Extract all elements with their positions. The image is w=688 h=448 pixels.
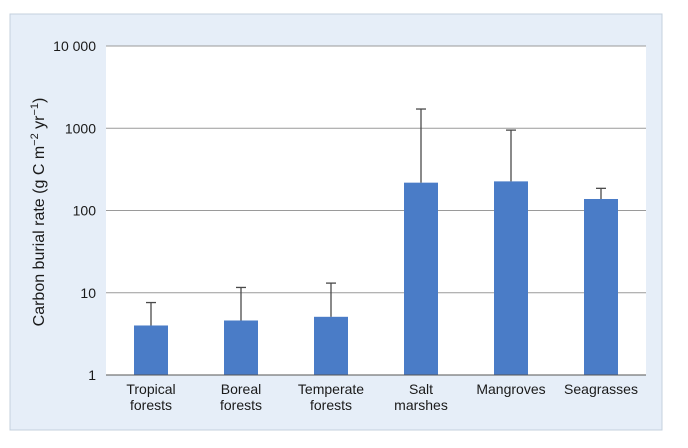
x-tick-label-line: Boreal	[221, 381, 261, 397]
bar	[134, 325, 168, 375]
error-bar	[236, 286, 246, 321]
x-tick-label-line: marshes	[394, 397, 448, 413]
y-tick-labels: 1 10 100 1000 10 000	[53, 38, 96, 383]
error-bar	[146, 301, 156, 326]
x-tick-label: Tropical forests	[126, 381, 175, 413]
x-tick-label: Seagrasses	[564, 381, 638, 397]
x-tick-label-line: Tropical	[126, 381, 175, 397]
x-tick-label: Salt marshes	[394, 381, 448, 413]
y-tick-label: 10 000	[53, 38, 96, 54]
x-tick-label-line: Temperate	[298, 381, 364, 397]
gridlines	[106, 45, 646, 294]
x-tick-label-line: forests	[220, 397, 262, 413]
error-bar	[596, 187, 606, 199]
y-tick-label: 10	[80, 285, 96, 301]
y-axis-label-exp1: −2	[29, 133, 41, 146]
x-tick-label: Temperate forests	[298, 381, 364, 413]
y-axis-label-mid: yr	[31, 115, 48, 133]
bar	[224, 320, 258, 375]
bar	[584, 198, 618, 375]
y-tick-label: 100	[73, 203, 97, 219]
bar	[494, 181, 528, 375]
error-bar	[416, 108, 426, 183]
bar	[314, 316, 348, 375]
y-tick-label: 1	[88, 367, 96, 383]
bar	[404, 182, 438, 375]
y-axis-label-exp2: −1	[29, 103, 41, 116]
x-tick-label-line: forests	[130, 397, 172, 413]
x-tick-label-line: Salt	[409, 381, 433, 397]
bars	[134, 181, 618, 375]
x-tick-label-line: Seagrasses	[564, 381, 638, 397]
x-tick-label-line: forests	[310, 397, 352, 413]
x-tick-label-line: Mangroves	[476, 381, 545, 397]
y-axis-label: Carbon burial rate (g C m−2 yr−1)	[29, 98, 48, 327]
error-bar	[506, 129, 516, 182]
error-bar	[326, 282, 336, 317]
error-bars	[146, 108, 606, 326]
y-tick-label: 1000	[65, 120, 96, 136]
y-axis-label-suffix: )	[31, 98, 48, 103]
x-tick-label: Boreal forests	[220, 381, 262, 413]
y-axis-label-prefix: Carbon burial rate (g C m	[31, 146, 48, 327]
x-tick-label: Mangroves	[476, 381, 545, 397]
